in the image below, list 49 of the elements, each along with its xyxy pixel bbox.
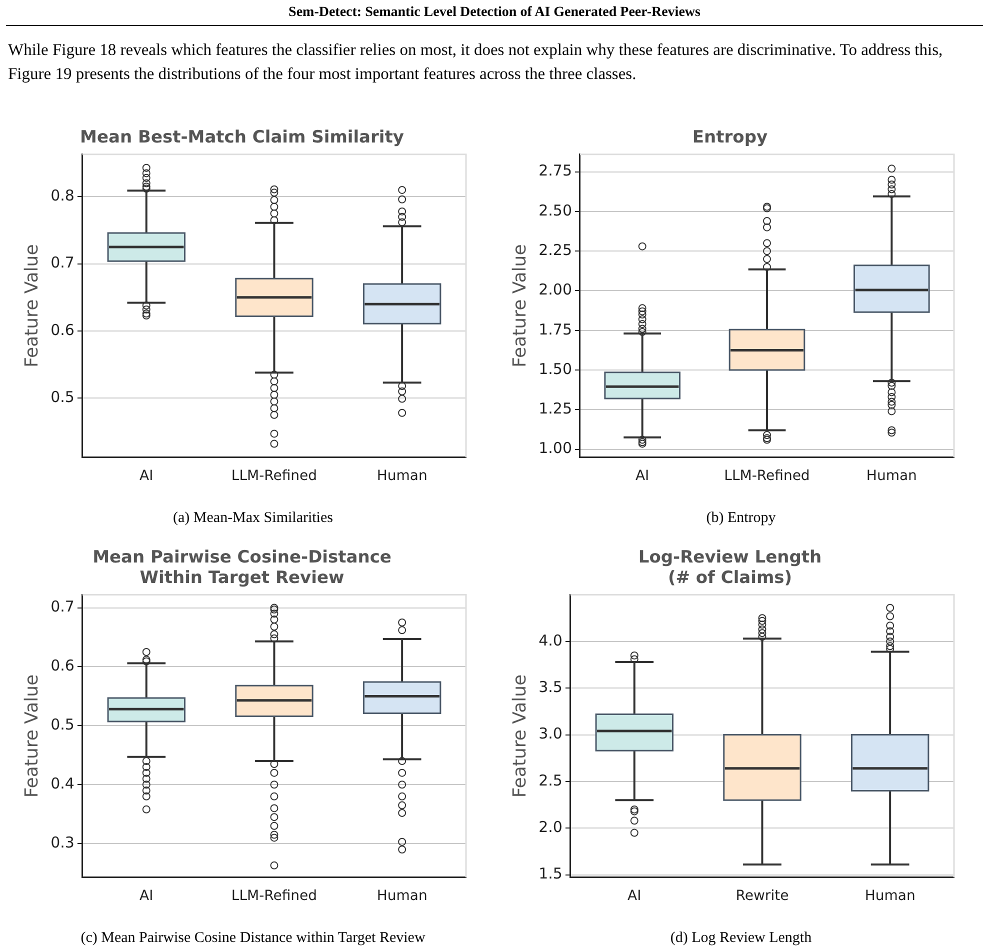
y-tick-label: 0.6 <box>50 656 74 675</box>
y-tick-label: 0.8 <box>50 186 74 205</box>
y-axis-title: Feature Value <box>21 674 42 798</box>
y-tick-label: 4.0 <box>538 631 562 650</box>
text: Sem-Detect: Semantic Level Detection of AI Generated Peer-Reviews <box>6 0 983 26</box>
y-tick-label: 0.5 <box>50 716 74 734</box>
x-tick-label: Human <box>376 888 428 904</box>
y-tick-label: 2.50 <box>538 201 572 220</box>
x-tick-label: LLM-Refined <box>231 468 318 484</box>
text: (c) Mean Pairwise Cosine Distance within Target Review <box>80 930 426 947</box>
x-tick-label: AI <box>140 888 154 904</box>
y-axis-title: Feature Value <box>509 244 530 368</box>
y-tick-label: 0.4 <box>50 774 74 793</box>
y-tick-label: 2.5 <box>538 771 562 790</box>
y-tick-label: 0.3 <box>50 833 74 852</box>
y-tick-label: 0.7 <box>50 598 74 616</box>
x-tick-label: AI <box>635 468 650 484</box>
y-tick-label: 1.75 <box>538 320 572 338</box>
y-tick-label: 1.00 <box>538 439 572 458</box>
y-tick-label: 2.00 <box>538 280 572 299</box>
x-tick-label: Rewrite <box>736 888 789 904</box>
y-tick-label: 3.0 <box>538 724 562 743</box>
y-tick-label: 1.25 <box>538 400 572 418</box>
chart-title: Entropy <box>692 128 768 148</box>
text: (b) Entropy <box>705 510 777 527</box>
x-tick-label: LLM-Refined <box>724 468 810 484</box>
x-tick-label: Human <box>376 468 428 484</box>
text: (d) Log Review Length <box>669 930 813 947</box>
chart-title: Mean Pairwise Cosine-Distance Within Target Review <box>92 548 392 588</box>
x-tick-label: Human <box>866 468 917 484</box>
y-axis-title: Feature Value <box>21 244 42 368</box>
y-tick-label: 0.6 <box>50 320 74 339</box>
y-tick-label: 3.5 <box>538 678 562 696</box>
y-tick-label: 2.0 <box>538 818 562 836</box>
x-tick-label: LLM-Refined <box>231 888 318 904</box>
chart-title: Mean Best-Match Claim Similarity <box>80 128 404 148</box>
y-tick-label: 0.7 <box>50 254 74 272</box>
y-axis-title: Feature Value <box>509 674 530 798</box>
y-tick-label: 1.5 <box>538 864 562 883</box>
x-tick-label: AI <box>628 888 642 904</box>
text: While Figure 18 reveals which features the classifier relies on most, it does not explain why these features are discriminative. To address this, Figure 19 presents the distributions of the four most important features across the three classes. <box>8 39 944 85</box>
y-tick-label: 2.75 <box>538 162 572 180</box>
chart-title: Log-Review Length (# of Claims) <box>638 548 822 588</box>
y-tick-label: 1.50 <box>538 360 572 378</box>
x-tick-label: Human <box>864 888 916 904</box>
text: (a) Mean-Max Similarities <box>172 510 334 527</box>
y-tick-label: 2.25 <box>538 240 572 259</box>
y-tick-label: 0.5 <box>50 388 74 406</box>
x-tick-label: AI <box>140 468 154 484</box>
